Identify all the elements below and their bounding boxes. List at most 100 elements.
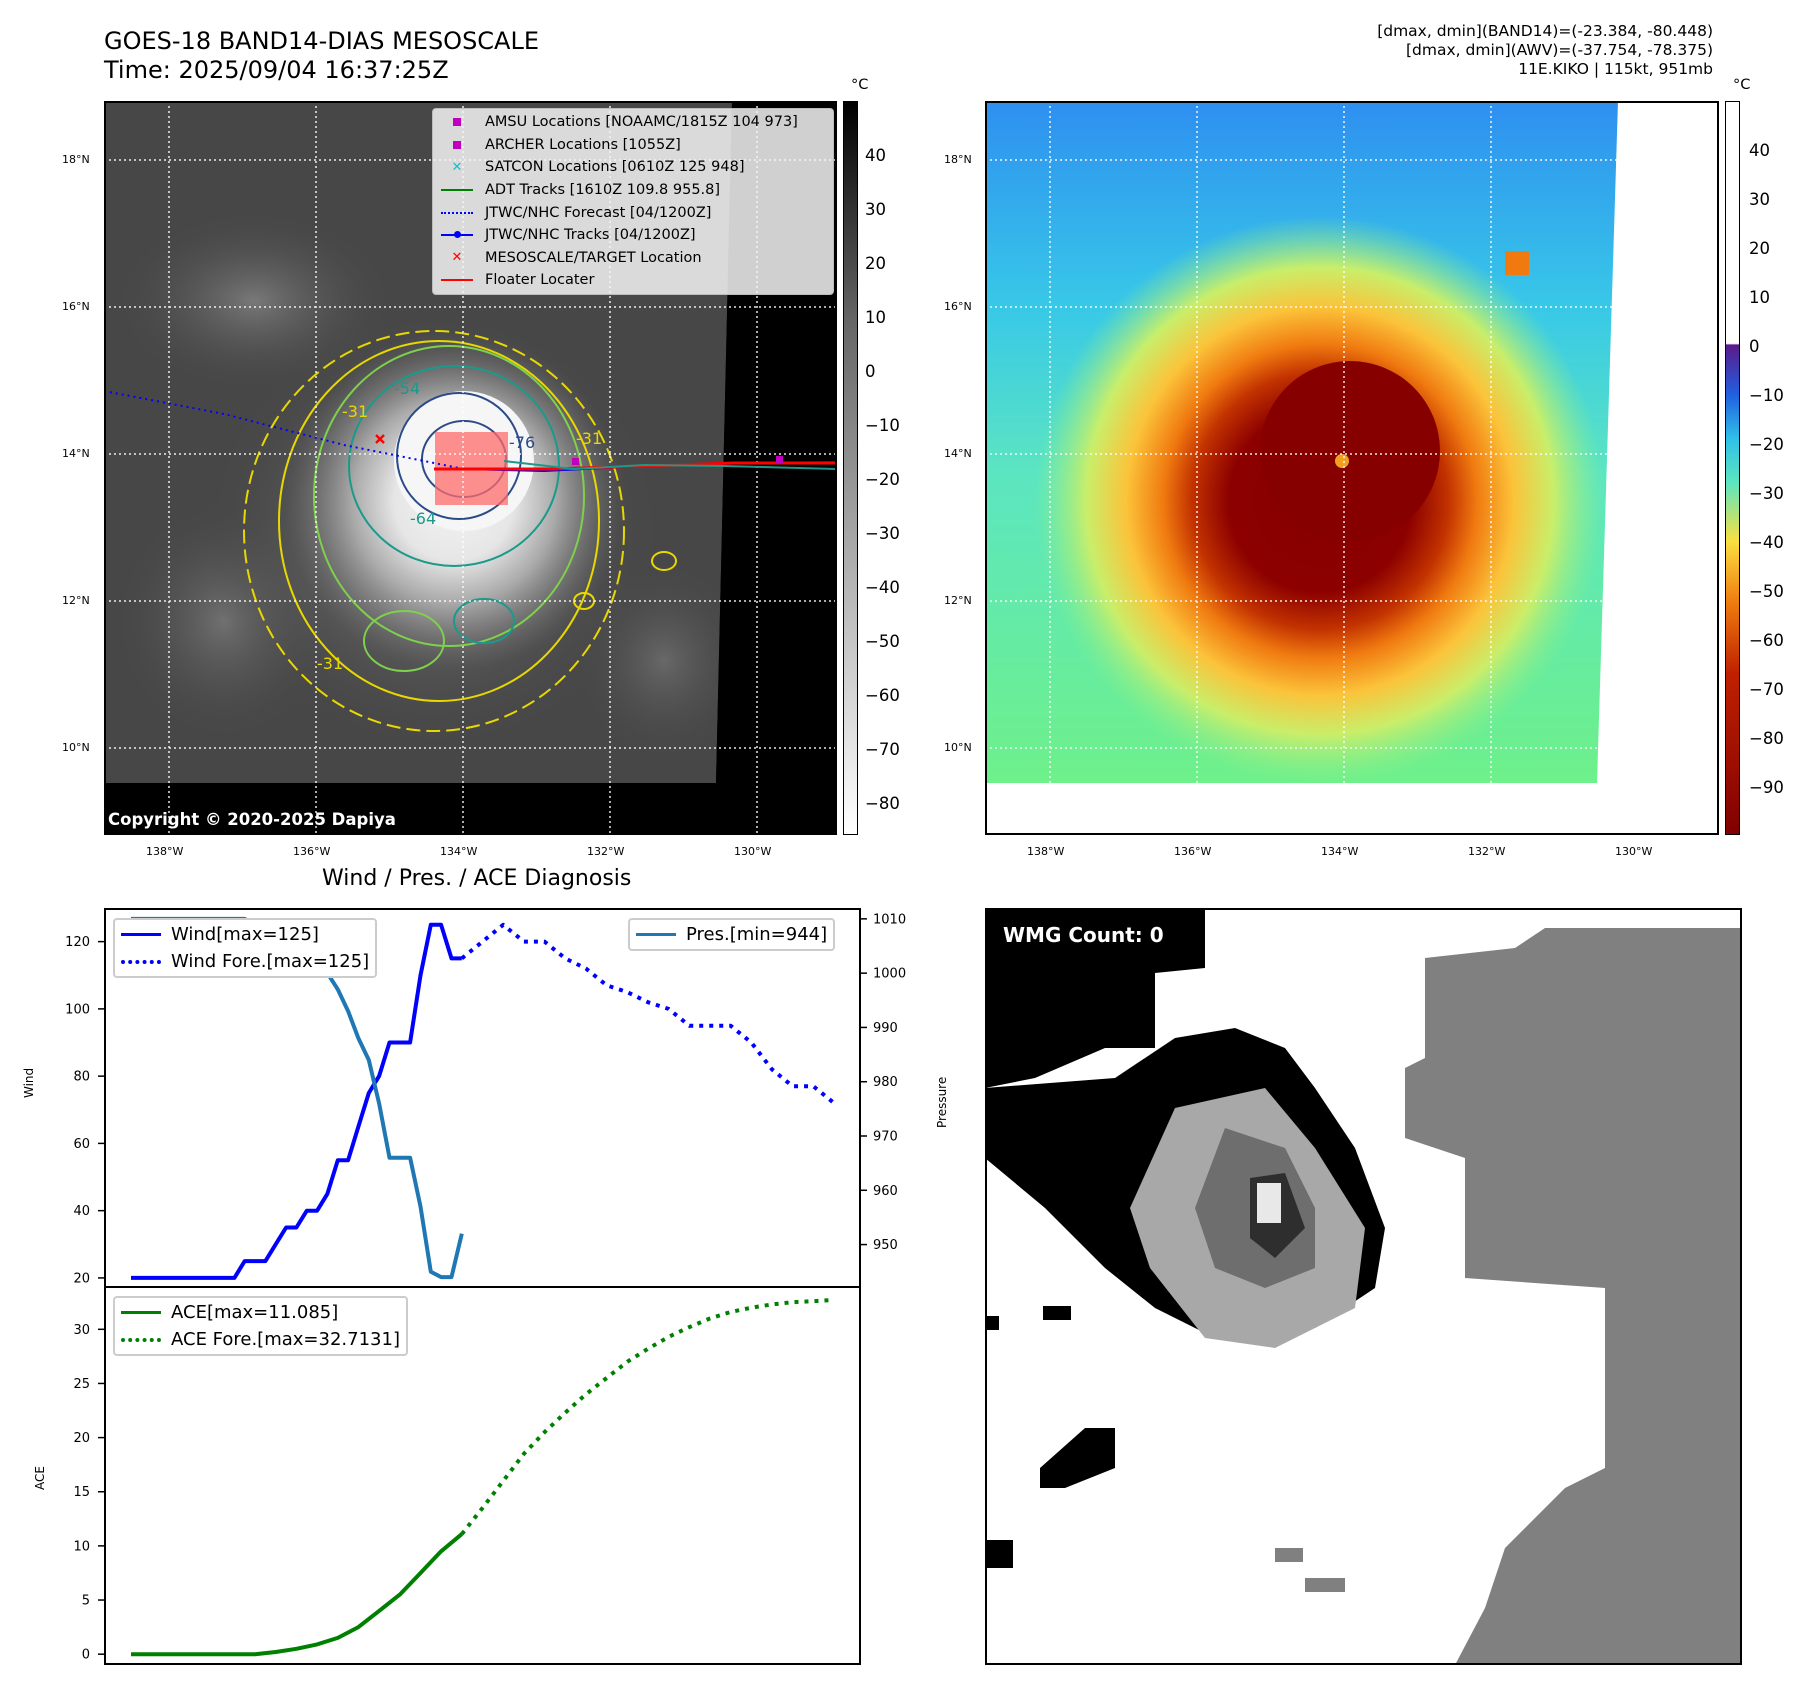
lat-label: 14°N: [944, 447, 972, 460]
mesoscale-target-marker: [375, 434, 385, 444]
y2-tick-label: 980: [873, 1075, 898, 1090]
legend-item: Wind[max=125]: [119, 921, 369, 948]
legend-item: Wind Fore.[max=125]: [119, 948, 369, 975]
contour-label: -31: [576, 429, 603, 448]
colorbar-tick: −80: [1749, 729, 1784, 748]
legend-item: JTWC/NHC Tracks [04/1200Z]: [437, 224, 833, 247]
colorbar-tick: −40: [1749, 533, 1784, 552]
legend-label: AMSU Locations [NOAAMC/1815Z 104 973]: [485, 114, 798, 131]
copyright-text: Copyright © 2020-2025 Dapiya: [108, 810, 396, 829]
legend-label: Wind[max=125]: [171, 924, 319, 945]
lon-label: 132°W: [1468, 845, 1506, 858]
legend-label: JTWC/NHC Forecast [04/1200Z]: [485, 204, 712, 221]
lat-label: 18°N: [944, 153, 972, 166]
series-line-0: [131, 1532, 464, 1657]
y-tick-label: 20: [73, 1431, 90, 1446]
colorbar-tick: 10: [1749, 288, 1770, 307]
legend-item: ACE Fore.[max=32.7131]: [119, 1326, 400, 1353]
ir-legend: AMSU Locations [NOAAMC/1815Z 104 973] AR…: [432, 108, 834, 295]
colorbar-tick: 20: [1749, 239, 1770, 258]
series-line-0: [131, 922, 462, 1280]
lon-label: 134°W: [1321, 845, 1359, 858]
dotted-line-icon: [121, 1337, 161, 1342]
line-dot-icon: [441, 231, 473, 239]
title-line-2: Time: 2025/09/04 16:37:25Z: [104, 56, 449, 84]
y-tick-label: 5: [82, 1594, 90, 1609]
lat-label: 10°N: [62, 741, 90, 754]
colorbar-tick: −50: [1749, 582, 1784, 601]
colorbar-tick: 20: [865, 254, 886, 273]
legend-label: SATCON Locations [0610Z 125 948]: [485, 159, 745, 176]
awv-gridlines: [985, 101, 1719, 835]
legend-label: ACE[max=11.085]: [171, 1302, 339, 1323]
colorbar-tick: −80: [865, 794, 900, 813]
colorbar-tick: −70: [1749, 680, 1784, 699]
colorbar-tick: 0: [1749, 337, 1760, 356]
pressure-legend: Pres.[min=944]: [628, 918, 836, 951]
lat-label: 12°N: [62, 594, 90, 607]
legend-label: JTWC/NHC Tracks [04/1200Z]: [485, 227, 696, 244]
y-tick-label: 15: [73, 1485, 90, 1500]
legend-label: Pres.[min=944]: [686, 924, 828, 945]
colorbar-tick: −70: [865, 740, 900, 759]
lon-label: 130°W: [734, 845, 772, 858]
x-marker-icon: ✕: [451, 250, 463, 266]
wind-axis-label: Wind: [22, 1067, 36, 1098]
colorbar-tick: 30: [1749, 190, 1770, 209]
colorbar-tick: −60: [865, 686, 900, 705]
lat-label: 14°N: [62, 447, 90, 460]
wmg-map: WMG Count: 0: [985, 908, 1742, 1665]
series-line-1: [460, 1297, 835, 1536]
square-marker-icon: [453, 140, 461, 149]
colorbar-tick: −10: [1749, 386, 1784, 405]
legend-item: Floater Locater: [437, 269, 833, 292]
legend-label: ACE Fore.[max=32.7131]: [171, 1329, 400, 1350]
pressure-axis-label: Pressure: [935, 1076, 949, 1128]
solid-line-icon: [636, 932, 676, 937]
lon-label: 130°W: [1615, 845, 1653, 858]
legend-item: ADT Tracks [1610Z 109.8 955.8]: [437, 179, 833, 202]
y2-tick-label: 970: [873, 1130, 898, 1145]
legend-label: Wind Fore.[max=125]: [171, 951, 370, 972]
colorbar-tick: 10: [865, 308, 886, 327]
y-tick-label: 40: [73, 1204, 90, 1219]
solid-line-icon: [121, 932, 161, 937]
wmg-count-label: WMG Count: 0: [1003, 923, 1164, 947]
ir-satellite-map: -54 -76 -64 -31 -31 -31 AMSU Locations […: [104, 101, 837, 835]
legend-label: Floater Locater: [485, 272, 595, 289]
y2-tick-label: 1010: [873, 912, 906, 927]
y2-tick-label: 1000: [873, 967, 906, 982]
awv-satellite-map: [985, 101, 1719, 835]
dotted-line-icon: [121, 959, 161, 964]
ace-legend: ACE[max=11.085] ACE Fore.[max=32.7131]: [113, 1296, 408, 1356]
figure-title: GOES-18 BAND14-DIAS MESOSCALE Time: 2025…: [104, 27, 539, 85]
solid-line-icon: [121, 1310, 161, 1315]
colorbar-tick: −40: [865, 578, 900, 597]
lon-label: 136°W: [1174, 845, 1212, 858]
ir-colorbar-unit: °C: [851, 77, 869, 93]
archer-marker: [776, 456, 783, 463]
storm-info: [dmax, dmin](BAND14)=(-23.384, -80.448) …: [1377, 22, 1713, 79]
colorbar-tick: −30: [1749, 484, 1784, 503]
lat-label: 16°N: [62, 300, 90, 313]
legend-label: ARCHER Locations [1055Z]: [485, 136, 681, 153]
contour-label: -76: [509, 433, 536, 452]
colorbar-tick: −90: [1749, 778, 1784, 797]
amsu-marker: [572, 458, 579, 465]
legend-item: Pres.[min=944]: [634, 921, 827, 948]
y-tick-label: 20: [73, 1271, 90, 1286]
colorbar-tick: 40: [1749, 141, 1770, 160]
lat-label: 16°N: [944, 300, 972, 313]
y2-tick-label: 990: [873, 1021, 898, 1036]
info-line-3: 11E.KIKO | 115kt, 951mb: [1518, 60, 1713, 78]
lat-label: 12°N: [944, 594, 972, 607]
ir-map-image: [104, 101, 837, 835]
legend-item: ✕ SATCON Locations [0610Z 125 948]: [437, 156, 833, 179]
y-tick-label: 30: [73, 1323, 90, 1338]
awv-colorbar: [1725, 101, 1740, 835]
y-tick-label: 60: [73, 1137, 90, 1152]
info-line-2: [dmax, dmin](AWV)=(-37.754, -78.375): [1406, 41, 1713, 59]
legend-item: JTWC/NHC Forecast [04/1200Z]: [437, 201, 833, 224]
colorbar-tick: 30: [865, 200, 886, 219]
solid-line-icon: [441, 279, 473, 282]
